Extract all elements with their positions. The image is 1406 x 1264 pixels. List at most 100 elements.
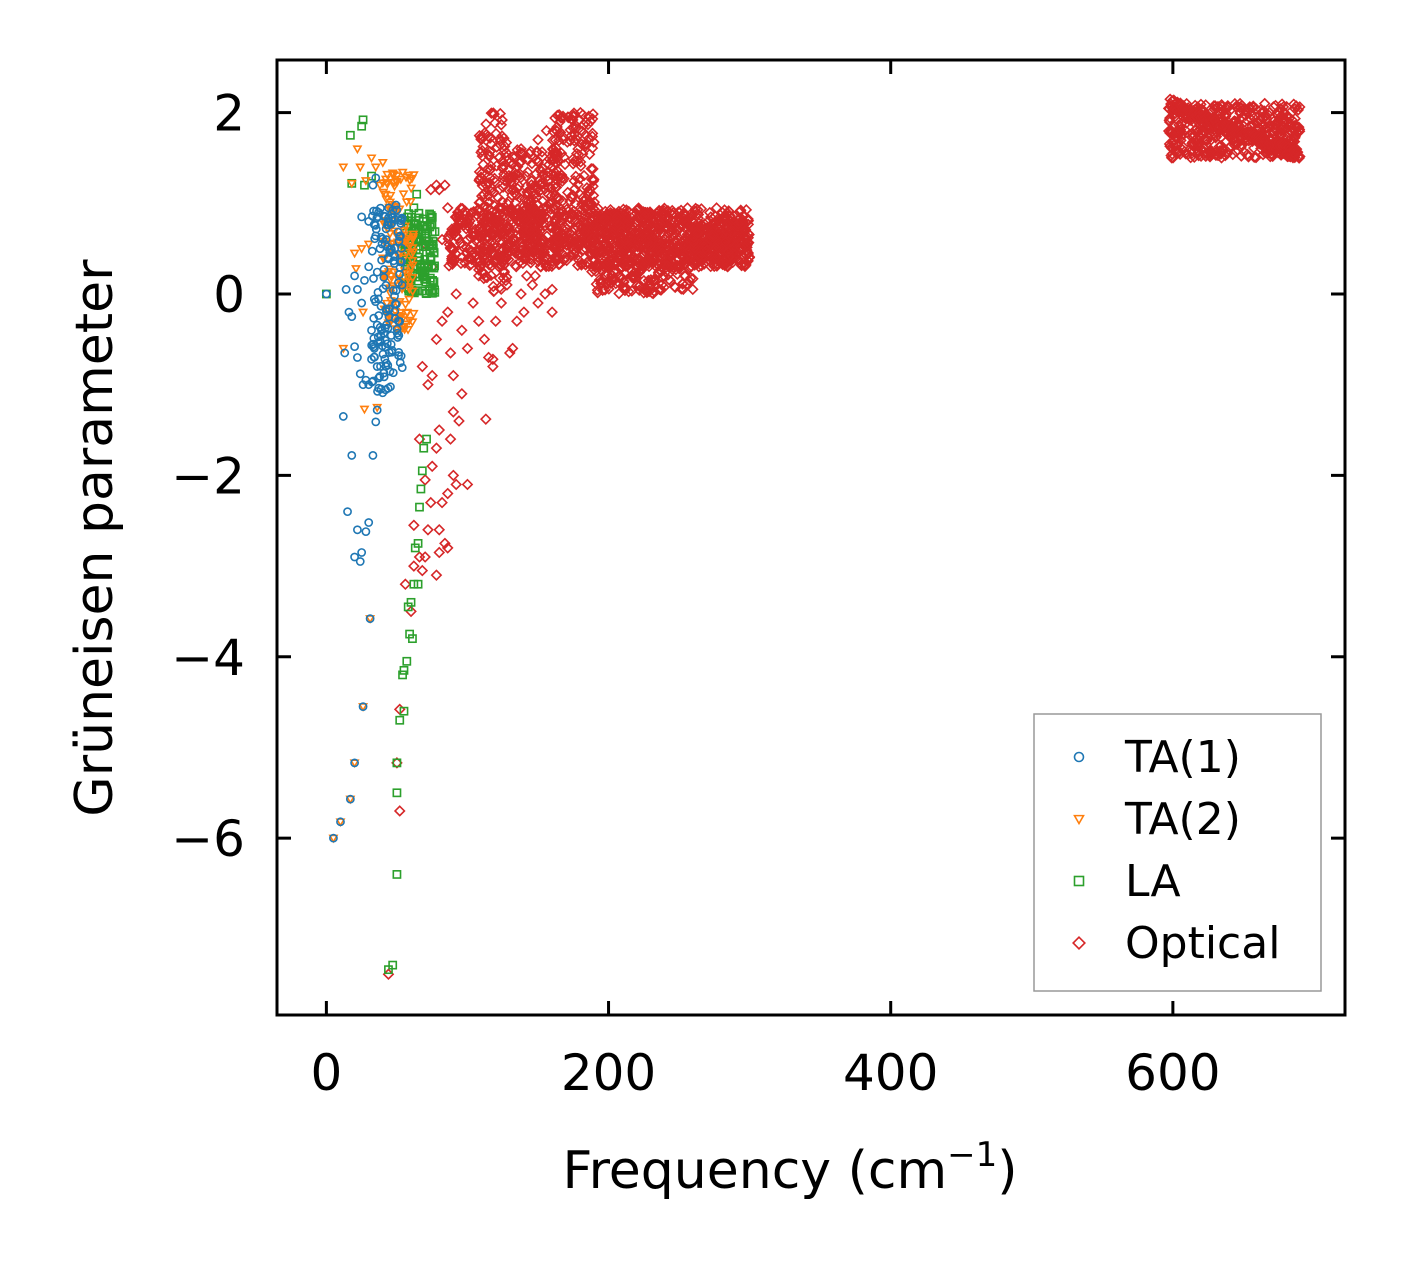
data-point: [395, 715, 405, 725]
data-point: [542, 260, 555, 273]
data-point: [390, 291, 399, 301]
data-point: [1222, 101, 1234, 114]
data-point: [1257, 120, 1269, 133]
data-point: [402, 308, 413, 318]
data-point: [697, 229, 709, 242]
data-point: [634, 264, 646, 277]
data-point: [472, 264, 485, 276]
data-point: [408, 634, 417, 644]
data-point: [357, 548, 367, 557]
data-point: [526, 279, 539, 291]
data-point: [402, 656, 412, 666]
data-point: [732, 218, 745, 230]
data-point: [545, 182, 558, 195]
data-point: [1171, 144, 1183, 156]
data-point: [429, 247, 439, 257]
data-point: [426, 460, 439, 473]
data-point: [588, 263, 600, 276]
data-point: [691, 203, 704, 216]
data-point: [490, 255, 502, 268]
data-point: [1290, 100, 1303, 112]
data-point: [702, 215, 714, 228]
data-point: [376, 331, 386, 341]
data-point: [407, 318, 418, 328]
data-point: [539, 288, 551, 300]
data-point: [612, 276, 624, 289]
data-point: [347, 312, 357, 322]
data-point: [1253, 113, 1266, 126]
data-point: [365, 615, 376, 624]
data-point: [447, 406, 460, 418]
data-point: [1209, 100, 1221, 112]
data-point: [605, 209, 618, 222]
data-point: [722, 246, 735, 258]
data-point: [357, 212, 367, 222]
data-point: [400, 236, 411, 246]
data-point: [391, 200, 401, 210]
data-point: [540, 124, 553, 137]
data-point: [472, 315, 485, 328]
data-point: [615, 225, 628, 238]
data-point: [551, 223, 564, 236]
data-point: [626, 271, 638, 284]
data-point: [1184, 151, 1197, 164]
data-point: [418, 214, 428, 224]
data-point: [441, 487, 454, 500]
data-point: [597, 220, 610, 233]
data-point: [476, 144, 488, 157]
data-point: [705, 224, 718, 236]
data-point: [669, 281, 682, 294]
data-point: [568, 107, 580, 119]
data-point: [372, 267, 382, 277]
data-point: [441, 306, 454, 318]
data-point: [611, 229, 624, 242]
data-point: [624, 256, 636, 269]
data-point: [557, 110, 569, 123]
data-point: [567, 110, 580, 123]
data-point: [587, 163, 599, 175]
data-point: [599, 269, 612, 281]
data-point: [581, 182, 593, 194]
data-point: [606, 228, 619, 241]
x-tick-label: 600: [1125, 1044, 1220, 1102]
data-point: [409, 203, 419, 213]
data-point: [573, 172, 586, 185]
data-point: [569, 122, 582, 135]
data-point: [388, 285, 398, 295]
data-point: [617, 275, 630, 288]
data-point: [487, 285, 500, 298]
data-point: [394, 351, 403, 360]
data-point: [511, 315, 523, 328]
data-point: [599, 284, 611, 296]
data-point: [406, 184, 417, 194]
data-point: [412, 189, 422, 199]
data-point: [353, 525, 362, 535]
data-point: [489, 315, 502, 328]
data-point: [534, 174, 546, 187]
axes: [275, 58, 1347, 1017]
data-point: [460, 216, 472, 229]
data-point: [536, 195, 549, 208]
data-point: [1214, 102, 1227, 115]
data-point: [390, 314, 400, 324]
data-point: [477, 272, 490, 285]
data-point: [463, 251, 476, 264]
data-point: [557, 212, 570, 225]
data-point: [360, 275, 369, 285]
data-point: [526, 157, 538, 170]
data-point: [573, 254, 585, 267]
data-point: [474, 223, 486, 235]
data-point: [433, 523, 446, 536]
data-point: [404, 278, 415, 288]
data-point: [379, 372, 389, 382]
data-point: [672, 215, 685, 228]
data-point: [390, 243, 400, 253]
data-point: [669, 236, 682, 249]
data-point: [586, 113, 599, 125]
data-point: [1284, 121, 1296, 133]
data-point: [358, 115, 368, 125]
data-point: [379, 272, 389, 282]
data-point: [428, 286, 437, 296]
data-point: [404, 295, 415, 305]
data-point: [335, 818, 346, 828]
